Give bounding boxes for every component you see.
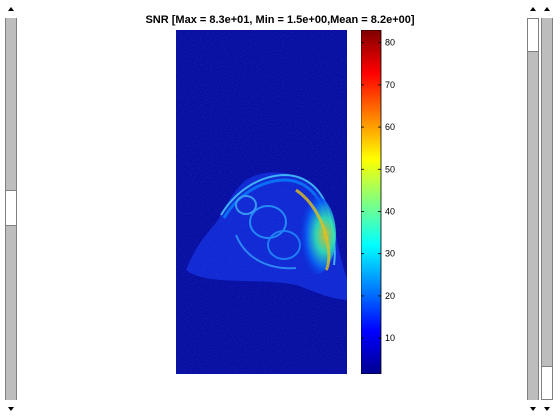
snr-image [176,30,347,374]
scrollbar-thumb[interactable] [5,190,17,226]
colorbar-svg: 10 20 30 40 50 60 70 80 [360,29,395,375]
scroll-down-button[interactable] [4,402,18,416]
colorbar-tick-label: 10 [385,333,395,343]
colorbar-gradient [360,29,382,375]
figure-title: SNR [Max = 8.3e+01, Min = 1.5e+00,Mean =… [145,14,415,26]
colorbar-ticks: 10 20 30 40 50 60 70 80 [361,38,395,343]
scrollbar-track[interactable] [527,52,539,400]
scroll-down-button[interactable] [540,402,554,416]
scrollbar-track-lower[interactable] [5,226,17,400]
colorbar: 10 20 30 40 50 60 70 80 [360,29,421,375]
scrollbar-thumb[interactable] [541,366,553,400]
colorbar-tick-label: 30 [385,249,395,259]
colorbar-tick-label: 50 [385,164,395,174]
colorbar-tick-label: 80 [385,38,395,48]
arrow-down-icon [8,407,14,411]
colorbar-tick-label: 20 [385,291,395,301]
arrow-down-icon [544,407,550,411]
scroll-up-button[interactable] [4,2,18,16]
arrow-up-icon [544,7,550,11]
scroll-up-button[interactable] [540,2,554,16]
arrow-down-icon [530,407,536,411]
colorbar-tick-label: 70 [385,80,395,90]
colorbar-tick-label: 40 [385,206,395,216]
scroll-down-button[interactable] [526,402,540,416]
left-scrollbar[interactable] [4,0,18,420]
arrow-up-icon [530,7,536,11]
scrollbar-track-upper[interactable] [5,18,17,190]
right-scrollbar-2[interactable] [540,0,554,420]
colorbar-tick-label: 60 [385,122,395,132]
snr-image-svg [176,30,347,374]
arrow-up-icon [8,7,14,11]
scroll-up-button[interactable] [526,2,540,16]
scrollbar-thumb[interactable] [527,18,539,52]
right-scrollbar[interactable] [526,0,540,420]
scrollbar-track[interactable] [541,18,553,366]
noise-overlay [176,30,347,374]
